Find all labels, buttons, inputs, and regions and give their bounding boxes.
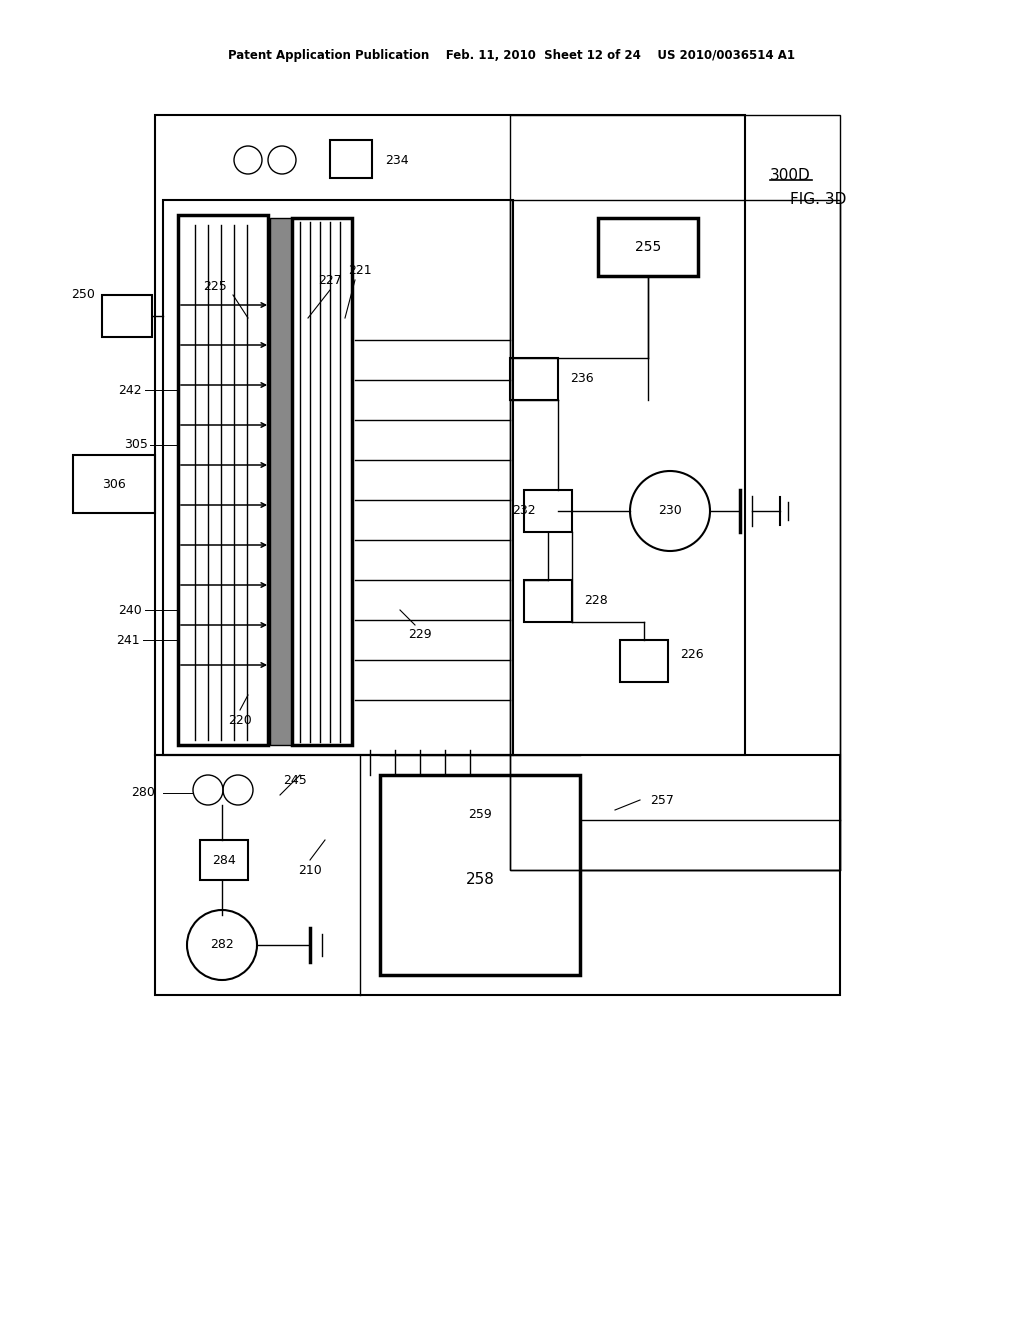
- Text: 241: 241: [117, 634, 140, 647]
- Text: 280: 280: [131, 787, 155, 800]
- Text: 221: 221: [348, 264, 372, 276]
- Text: 232: 232: [512, 504, 536, 517]
- Text: 284: 284: [212, 854, 236, 866]
- Bar: [380, 775, 580, 975]
- Text: 210: 210: [298, 863, 322, 876]
- Bar: [200, 840, 248, 880]
- Text: 242: 242: [119, 384, 142, 396]
- Text: 220: 220: [228, 714, 252, 726]
- Text: 228: 228: [584, 594, 608, 607]
- Text: 225: 225: [203, 281, 227, 293]
- Bar: [155, 755, 840, 995]
- Bar: [73, 455, 155, 513]
- Text: 300D: 300D: [770, 168, 811, 182]
- Text: 255: 255: [635, 240, 662, 253]
- Bar: [102, 294, 152, 337]
- Bar: [524, 579, 572, 622]
- Text: 258: 258: [466, 873, 495, 887]
- Bar: [510, 358, 558, 400]
- Bar: [510, 201, 840, 870]
- Text: 227: 227: [318, 273, 342, 286]
- Text: 306: 306: [102, 478, 126, 491]
- Text: 282: 282: [210, 939, 233, 952]
- Bar: [163, 201, 513, 755]
- Bar: [270, 218, 292, 744]
- Text: 245: 245: [283, 774, 307, 787]
- Text: 230: 230: [658, 504, 682, 517]
- Text: 236: 236: [570, 372, 594, 385]
- Text: 257: 257: [650, 793, 674, 807]
- Bar: [524, 490, 572, 532]
- Text: 240: 240: [118, 603, 142, 616]
- Bar: [155, 115, 745, 755]
- Bar: [292, 218, 352, 744]
- Bar: [598, 218, 698, 276]
- Bar: [178, 215, 268, 744]
- Text: 305: 305: [124, 438, 148, 451]
- Text: 250: 250: [71, 289, 95, 301]
- Text: 259: 259: [468, 808, 492, 821]
- Text: 226: 226: [680, 648, 703, 661]
- Bar: [330, 140, 372, 178]
- Text: 229: 229: [409, 628, 432, 642]
- Text: 234: 234: [385, 153, 409, 166]
- Bar: [510, 115, 840, 870]
- Text: Patent Application Publication    Feb. 11, 2010  Sheet 12 of 24    US 2010/00365: Patent Application Publication Feb. 11, …: [228, 49, 796, 62]
- Text: FIG. 3D: FIG. 3D: [790, 193, 847, 207]
- Bar: [620, 640, 668, 682]
